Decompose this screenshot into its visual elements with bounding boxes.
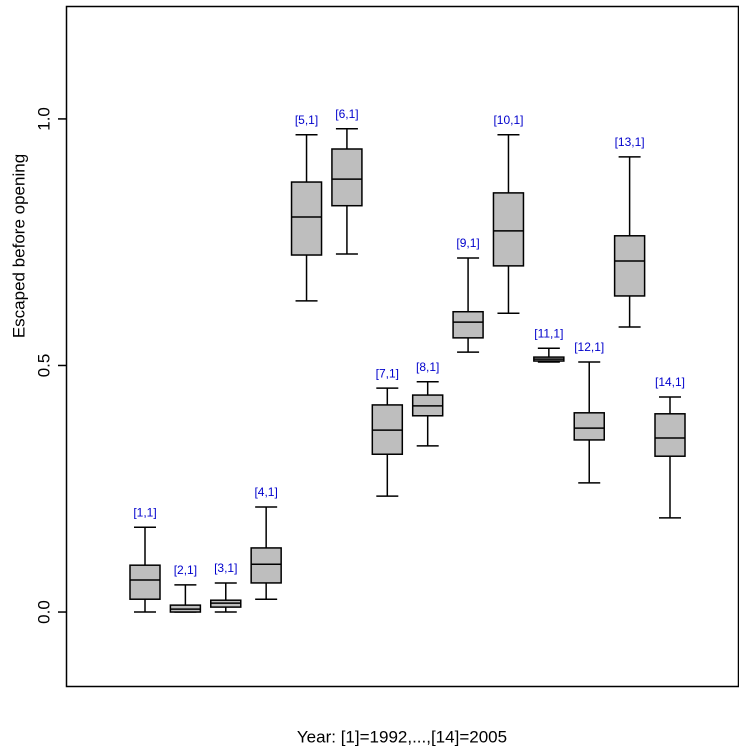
box [492,192,525,267]
plot-frame [65,5,739,688]
box-label: [4,1] [254,485,277,499]
y-tick-label: 0.5 [34,354,53,378]
box [331,148,363,207]
box-label: [11,1] [534,326,563,340]
box-label: [13,1] [615,135,645,149]
box-label: [7,1] [376,366,399,380]
box-label: [5,1] [295,113,318,127]
box [250,547,282,584]
box-label: [9,1] [456,236,479,250]
box [452,310,484,339]
box-label: [6,1] [335,107,358,121]
box-label: [10,1] [493,113,523,127]
x-axis-label: Year: [1]=1992,...,[14]=2005 [297,727,507,746]
y-axis-label: Escaped before opening [9,154,28,338]
box [654,413,686,457]
y-tick-label: 1.0 [34,107,53,131]
box-label: [1,1] [133,505,156,519]
box [129,564,161,600]
box-label: [12,1] [574,340,604,354]
y-tick-label: 0.0 [34,600,53,624]
box [573,412,605,441]
box-label: [2,1] [174,563,197,577]
box-label: [8,1] [416,360,439,374]
box [290,181,323,256]
box-label: [14,1] [655,375,685,389]
box [613,235,646,297]
box-label: [3,1] [214,561,237,575]
